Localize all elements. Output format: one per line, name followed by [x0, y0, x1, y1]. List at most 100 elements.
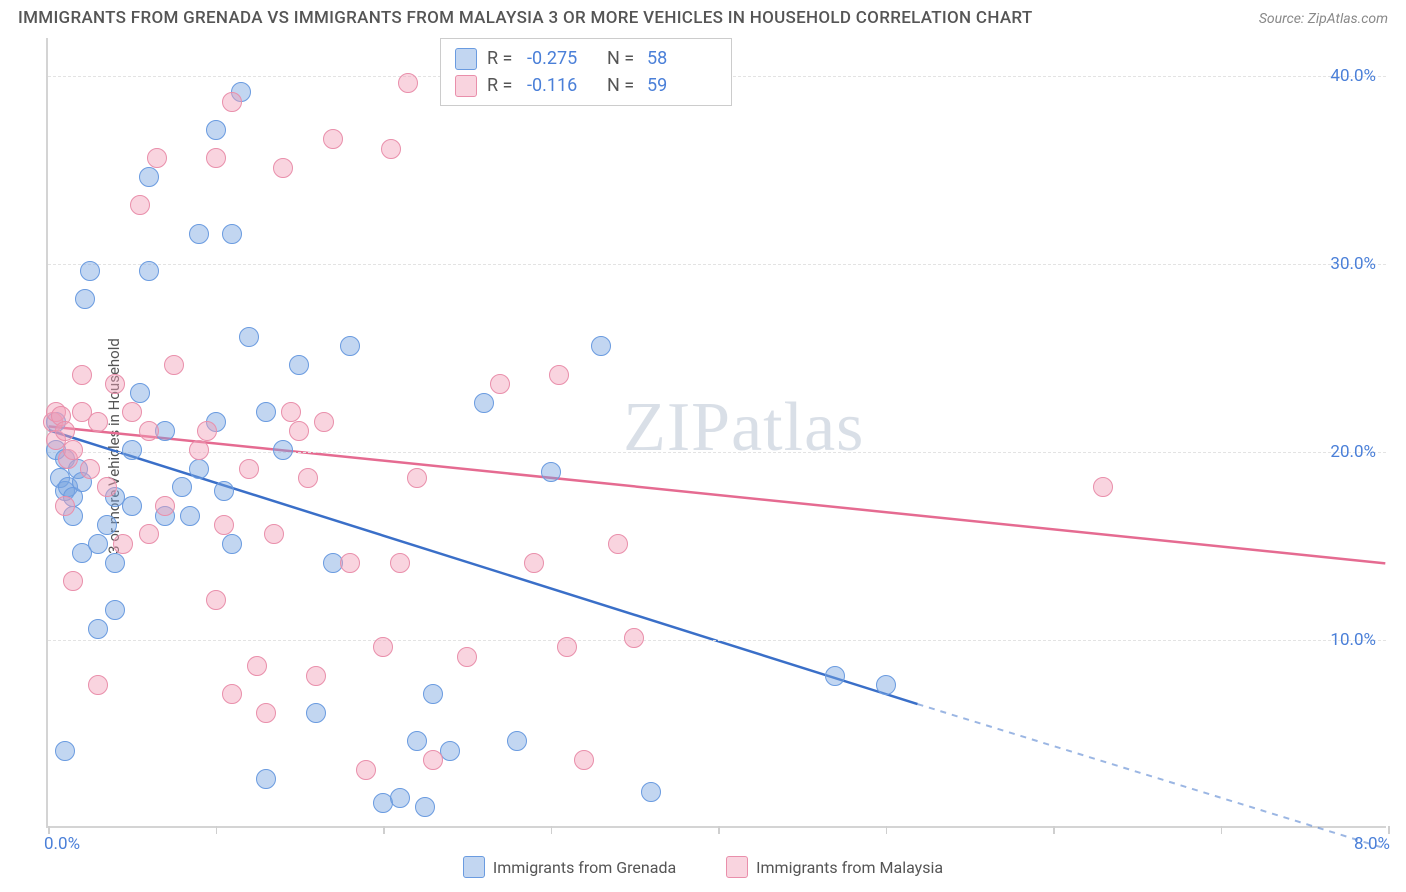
scatter-point [222, 534, 242, 554]
scatter-point [474, 393, 494, 413]
scatter-point [139, 167, 159, 187]
scatter-point [373, 637, 393, 657]
scatter-point [247, 656, 267, 676]
legend-swatch [455, 75, 477, 97]
scatter-point [340, 553, 360, 573]
scatter-plot: ZIPatlas 0.0% 8.0% 10.0%20.0%30.0%40.0% [46, 38, 1386, 828]
scatter-point [139, 421, 159, 441]
scatter-point [97, 477, 117, 497]
scatter-point [97, 515, 117, 535]
legend-swatch [455, 48, 477, 70]
scatter-point [180, 506, 200, 526]
scatter-point [876, 675, 896, 695]
gridline [48, 640, 1386, 641]
scatter-point [122, 402, 142, 422]
scatter-point [273, 440, 293, 460]
x-tick [383, 826, 385, 834]
scatter-point [264, 524, 284, 544]
y-tick-label: 10.0% [1330, 630, 1376, 650]
scatter-point [206, 590, 226, 610]
scatter-point [289, 421, 309, 441]
scatter-point [55, 741, 75, 761]
scatter-point [289, 355, 309, 375]
n-value: 59 [647, 72, 717, 99]
bottom-legend: Immigrants from Grenada Immigrants from M… [0, 856, 1406, 878]
scatter-point [113, 534, 133, 554]
legend-label: Immigrants from Grenada [493, 858, 676, 877]
scatter-point [314, 412, 334, 432]
chart-title: IMMIGRANTS FROM GRENADA VS IMMIGRANTS FR… [18, 8, 1033, 28]
scatter-point [256, 402, 276, 422]
scatter-point [55, 496, 75, 516]
scatter-point [239, 459, 259, 479]
scatter-point [206, 120, 226, 140]
scatter-point [164, 355, 184, 375]
scatter-point [88, 412, 108, 432]
scatter-point [641, 782, 661, 802]
scatter-point [63, 571, 83, 591]
legend-label: Immigrants from Malaysia [756, 858, 943, 877]
scatter-point [490, 374, 510, 394]
stats-legend-row: R = -0.116 N = 59 [455, 72, 717, 99]
scatter-point [130, 383, 150, 403]
scatter-point [189, 440, 209, 460]
scatter-point [75, 289, 95, 309]
scatter-point [105, 374, 125, 394]
scatter-point [239, 327, 259, 347]
scatter-point [80, 459, 100, 479]
scatter-point [130, 195, 150, 215]
scatter-point [189, 459, 209, 479]
r-label: R = [487, 45, 517, 72]
scatter-point [591, 336, 611, 356]
scatter-point [507, 731, 527, 751]
scatter-point [155, 496, 175, 516]
trend-line [49, 426, 1386, 563]
scatter-point [63, 440, 83, 460]
scatter-point [55, 421, 75, 441]
scatter-point [80, 261, 100, 281]
y-tick-label: 30.0% [1330, 254, 1376, 274]
scatter-point [273, 158, 293, 178]
scatter-point [381, 139, 401, 159]
gridline [48, 452, 1386, 453]
x-tick [1053, 826, 1055, 834]
scatter-point [122, 440, 142, 460]
scatter-point [825, 666, 845, 686]
scatter-point [407, 468, 427, 488]
scatter-point [390, 553, 410, 573]
n-label: N = [607, 72, 637, 99]
scatter-point [88, 675, 108, 695]
legend-item: Immigrants from Malaysia [726, 856, 943, 878]
scatter-point [524, 553, 544, 573]
scatter-point [624, 628, 644, 648]
r-value: -0.116 [527, 72, 597, 99]
scatter-point [557, 637, 577, 657]
r-label: R = [487, 72, 517, 99]
x-tick [1221, 826, 1223, 834]
y-tick-label: 40.0% [1330, 66, 1376, 86]
scatter-point [541, 462, 561, 482]
scatter-point [105, 600, 125, 620]
trend-line-extrapolated [917, 704, 1385, 848]
scatter-point [457, 647, 477, 667]
scatter-point [298, 468, 318, 488]
scatter-point [608, 534, 628, 554]
scatter-point [214, 515, 234, 535]
scatter-point [206, 148, 226, 168]
scatter-point [72, 365, 92, 385]
scatter-point [214, 481, 234, 501]
scatter-point [281, 402, 301, 422]
legend-swatch [463, 856, 485, 878]
scatter-point [256, 769, 276, 789]
scatter-point [122, 496, 142, 516]
n-value: 58 [647, 45, 717, 72]
y-tick-label: 20.0% [1330, 442, 1376, 462]
scatter-point [88, 534, 108, 554]
scatter-point [398, 73, 418, 93]
x-tick [216, 826, 218, 834]
scatter-point [340, 336, 360, 356]
scatter-point [88, 619, 108, 639]
scatter-point [105, 553, 125, 573]
scatter-point [256, 703, 276, 723]
scatter-point [1093, 477, 1113, 497]
